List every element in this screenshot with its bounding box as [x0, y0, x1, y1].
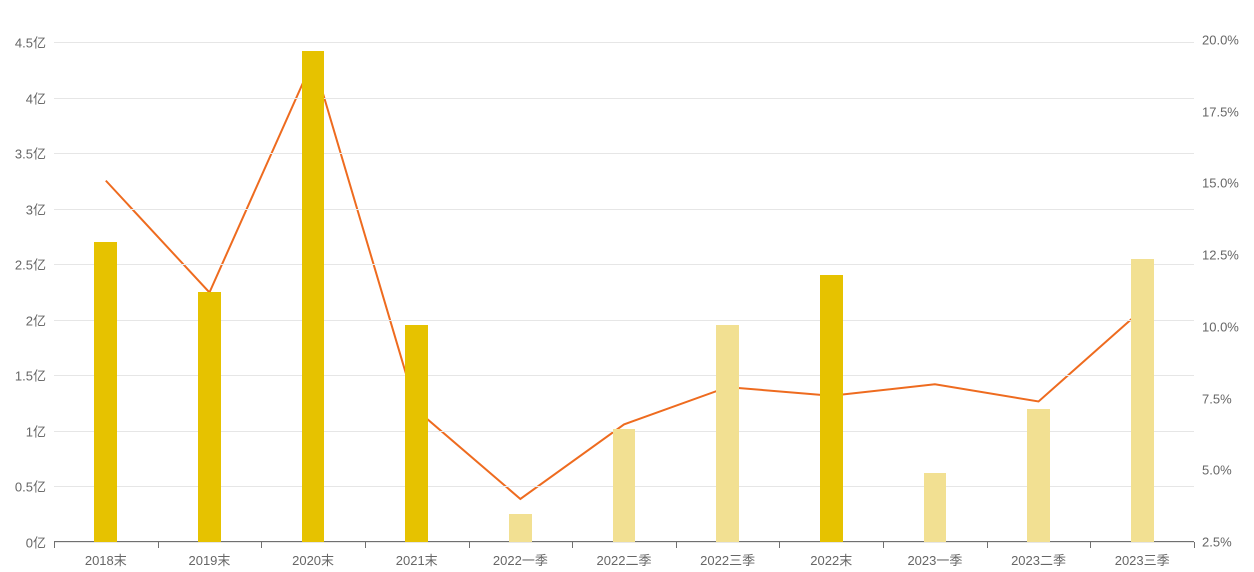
bar — [198, 292, 221, 542]
grid-line — [54, 375, 1194, 376]
x-tick — [572, 542, 573, 548]
y-left-tick-label: 0亿 — [26, 533, 54, 552]
bar — [509, 514, 532, 542]
x-tick-label: 2022三季 — [700, 542, 755, 569]
x-tick — [987, 542, 988, 548]
y-left-tick-label: 4亿 — [26, 88, 54, 107]
bar — [820, 275, 843, 542]
y-right-tick-label: 2.5% — [1194, 535, 1232, 550]
x-tick-label: 2023二季 — [1011, 542, 1066, 569]
y-left-tick-label: 0.5亿 — [15, 477, 54, 496]
x-tick — [1090, 542, 1091, 548]
x-tick — [676, 542, 677, 548]
y-left-tick-label: 1.5亿 — [15, 366, 54, 385]
bar — [302, 51, 325, 542]
x-tick-label: 2022二季 — [597, 542, 652, 569]
y-left-tick-label: 3亿 — [26, 199, 54, 218]
bar — [716, 325, 739, 542]
y-right-tick-label: 15.0% — [1194, 176, 1239, 191]
x-tick — [883, 542, 884, 548]
x-tick-label: 2018末 — [85, 542, 127, 569]
grid-line — [54, 42, 1194, 43]
grid-line — [54, 209, 1194, 210]
x-tick-label: 2021末 — [396, 542, 438, 569]
x-tick — [158, 542, 159, 548]
y-left-tick-label: 2亿 — [26, 310, 54, 329]
bar — [1131, 259, 1154, 542]
bar — [613, 429, 636, 542]
y-right-tick-label: 12.5% — [1194, 248, 1239, 263]
x-tick — [469, 542, 470, 548]
bar — [1027, 409, 1050, 542]
grid-line — [54, 320, 1194, 321]
y-right-tick-label: 20.0% — [1194, 33, 1239, 48]
y-left-tick-label: 3.5亿 — [15, 144, 54, 163]
bar — [924, 473, 947, 542]
x-tick-label: 2019末 — [188, 542, 230, 569]
x-tick-label: 2023一季 — [907, 542, 962, 569]
bar — [94, 242, 117, 542]
grid-line — [54, 264, 1194, 265]
combo-bar-line-chart: 0亿 0.5亿 1亿 1.5亿 2亿 2.5亿 3亿 3.5亿 4亿 4.5亿 2.5% 5.0% 7.… — [0, 0, 1254, 572]
x-tick-label: 2022一季 — [493, 542, 548, 569]
x-tick-label: 2020末 — [292, 542, 334, 569]
x-tick-label: 2023三季 — [1115, 542, 1170, 569]
y-left-tick-label: 2.5亿 — [15, 255, 54, 274]
x-tick — [1194, 542, 1195, 548]
x-tick — [261, 542, 262, 548]
grid-line — [54, 98, 1194, 99]
plot-area: 0亿0.5亿1亿1.5亿2亿2.5亿3亿3.5亿4亿4.5亿2.5%5.0%7.… — [54, 20, 1194, 542]
x-tick — [779, 542, 780, 548]
bar — [405, 325, 428, 542]
y-left-tick-label: 4.5亿 — [15, 33, 54, 52]
y-left-tick-label: 1亿 — [26, 421, 54, 440]
grid-line — [54, 153, 1194, 154]
x-tick — [365, 542, 366, 548]
y-right-tick-label: 5.0% — [1194, 463, 1232, 478]
y-right-tick-label: 17.5% — [1194, 104, 1239, 119]
y-right-tick-label: 10.0% — [1194, 319, 1239, 334]
x-tick-label: 2022末 — [810, 542, 852, 569]
y-right-tick-label: 7.5% — [1194, 391, 1232, 406]
x-tick — [54, 542, 55, 548]
